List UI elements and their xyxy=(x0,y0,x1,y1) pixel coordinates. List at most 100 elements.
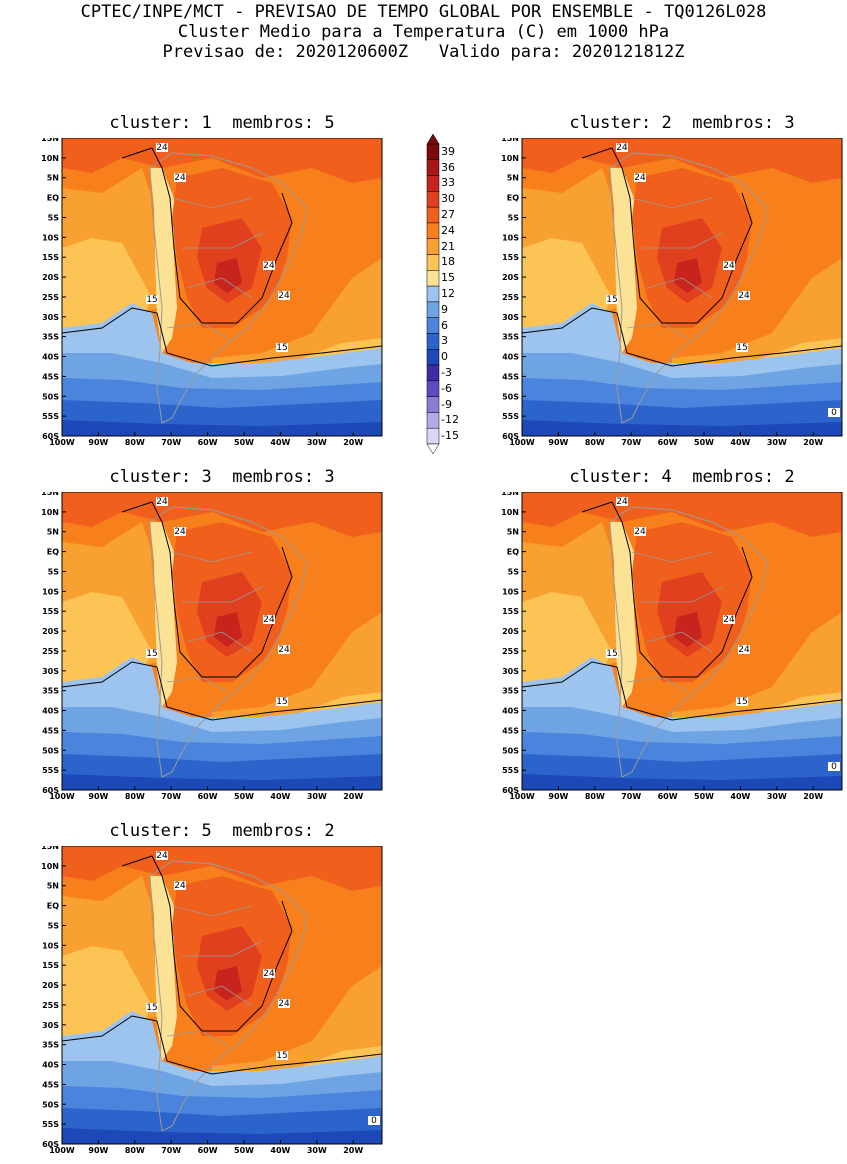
contour-label: 24 xyxy=(263,969,275,979)
lat-tick-label: 10N xyxy=(501,154,519,163)
lon-tick-label: 90W xyxy=(88,438,108,447)
lon-tick-label: 60W xyxy=(198,1146,218,1155)
colorbar-swatch xyxy=(426,427,440,445)
colorbar-label: 27 xyxy=(441,208,455,222)
lon-tick-label: 70W xyxy=(161,438,181,447)
contour-label-bg xyxy=(263,969,275,978)
lat-tick-label: 50S xyxy=(502,392,519,401)
lat-tick-label: 10S xyxy=(42,233,59,242)
map-panel-cluster-4: 15N 10N 5N EQ 5S 10S 15S 20S 25S 30S 35S 40S 45S 50S 5… xyxy=(501,492,843,801)
colorbar-label: -12 xyxy=(441,413,459,427)
contour-label: 15 xyxy=(606,649,617,659)
lat-tick-label: 20S xyxy=(502,273,519,282)
contour-label-bg xyxy=(276,1051,288,1060)
contour-label-bg xyxy=(828,408,840,417)
contour-label: 0 xyxy=(831,408,837,418)
lon-tick-label: 100W xyxy=(49,438,75,447)
lon-tick-label: 70W xyxy=(161,1146,181,1155)
lat-tick-label: 35S xyxy=(42,687,59,696)
lon-tick-label: 70W xyxy=(621,792,641,801)
contour-label: 24 xyxy=(156,851,168,861)
lat-tick-label: 40S xyxy=(42,353,59,362)
lat-tick-label: 20S xyxy=(42,981,59,990)
lat-tick-label: 35S xyxy=(502,333,519,342)
colorbar-label: 15 xyxy=(441,271,455,285)
contour-label-bg xyxy=(606,649,618,658)
lat-tick-label: EQ xyxy=(47,548,59,557)
contour-label-bg xyxy=(368,1116,380,1125)
lon-tick-label: 20W xyxy=(343,438,363,447)
contour-label-bg xyxy=(738,645,750,654)
contour-label: 15 xyxy=(606,295,617,305)
contour-label: 24 xyxy=(738,645,750,655)
contour-label-bg xyxy=(616,497,628,506)
lon-tick-label: 70W xyxy=(621,438,641,447)
colorbar-label: 30 xyxy=(441,192,455,206)
map-frame xyxy=(61,138,383,437)
lon-tick-label: 80W xyxy=(585,438,605,447)
contour-label: 24 xyxy=(278,291,290,301)
lat-tick-label: 10S xyxy=(502,233,519,242)
contour-label-bg xyxy=(634,527,646,536)
panel-title-cluster-5: cluster: 5 membros: 2 xyxy=(109,821,335,841)
lon-tick-label: 40W xyxy=(730,438,750,447)
colorbar-swatch xyxy=(426,238,440,255)
contour-label: 24 xyxy=(156,497,168,507)
contour-label: 15 xyxy=(276,697,287,707)
contour-label-bg xyxy=(174,527,186,536)
temperature-field xyxy=(62,846,382,1144)
lat-tick-label: 60S xyxy=(42,1140,59,1149)
colorbar-arrow-top xyxy=(426,134,440,145)
lat-tick-label: 10S xyxy=(42,941,59,950)
colorbar-swatch xyxy=(426,191,440,208)
contour-label-bg xyxy=(278,291,290,300)
contour-label-bg xyxy=(278,999,290,1008)
lat-tick-label: 25S xyxy=(42,293,59,302)
contour-label-bg xyxy=(156,143,168,152)
contour-label: 24 xyxy=(616,497,628,507)
lat-tick-label: 5S xyxy=(48,921,60,930)
lat-tick-label: 35S xyxy=(42,1041,59,1050)
lon-tick-label: 100W xyxy=(49,1146,75,1155)
lat-tick-label: 55S xyxy=(42,1120,59,1129)
lat-tick-label: 25S xyxy=(42,1001,59,1010)
lon-tick-label: 100W xyxy=(509,438,535,447)
colorbar-labels: 39 36 33 30 27 24 21 18 15 12 9 6 3 0 -3 -6 -9 -12 -15 xyxy=(441,134,481,454)
lat-tick-label: 60S xyxy=(42,786,59,795)
lon-tick-label: 20W xyxy=(343,792,363,801)
colorbar-label: 21 xyxy=(441,239,455,253)
panel-title-cluster-3: cluster: 3 membros: 3 xyxy=(109,467,335,487)
contour-label: 15 xyxy=(146,1003,157,1013)
lat-tick-label: 5S xyxy=(508,213,520,222)
lon-tick-label: 90W xyxy=(548,792,568,801)
lat-tick-label: 10S xyxy=(502,587,519,596)
lat-tick-label: 45S xyxy=(42,726,59,735)
lon-tick-label: 40W xyxy=(270,1146,290,1155)
colorbar-swatch xyxy=(426,301,440,318)
colorbar-label: -9 xyxy=(441,397,452,411)
lon-tick-label: 20W xyxy=(803,792,823,801)
lat-tick-label: 5S xyxy=(508,567,520,576)
lat-tick-label: 35S xyxy=(502,687,519,696)
contour-label: 0 xyxy=(831,762,837,772)
lat-tick-label: 15S xyxy=(42,253,59,262)
contour-label-bg xyxy=(828,762,840,771)
lat-tick-label: 10N xyxy=(41,154,59,163)
map-panel-cluster-2: 15N 10N 5N EQ 5S 10S 15S 20S 25S 30S 35S 40S 45S 50S 5… xyxy=(501,138,843,447)
lat-tick-label: 30S xyxy=(502,667,519,676)
lat-tick-label: 20S xyxy=(502,627,519,636)
lat-tick-label: 5N xyxy=(47,528,59,537)
contour-label: 15 xyxy=(146,295,157,305)
lat-tick-label: 40S xyxy=(502,353,519,362)
colorbar-swatch xyxy=(426,333,440,350)
lat-tick-label: 45S xyxy=(42,1080,59,1089)
lat-tick-label: 5N xyxy=(47,882,59,891)
lon-tick-label: 60W xyxy=(198,792,218,801)
contour-label: 24 xyxy=(263,261,275,271)
lat-tick-label: EQ xyxy=(47,194,59,203)
lat-tick-label: 60S xyxy=(502,786,519,795)
forecast-dates: Previsao de: 2020120600Z Valido para: 20… xyxy=(162,42,685,62)
contour-label-bg xyxy=(263,615,275,624)
contour-label-bg xyxy=(723,615,735,624)
lat-tick-label: 55S xyxy=(502,766,519,775)
